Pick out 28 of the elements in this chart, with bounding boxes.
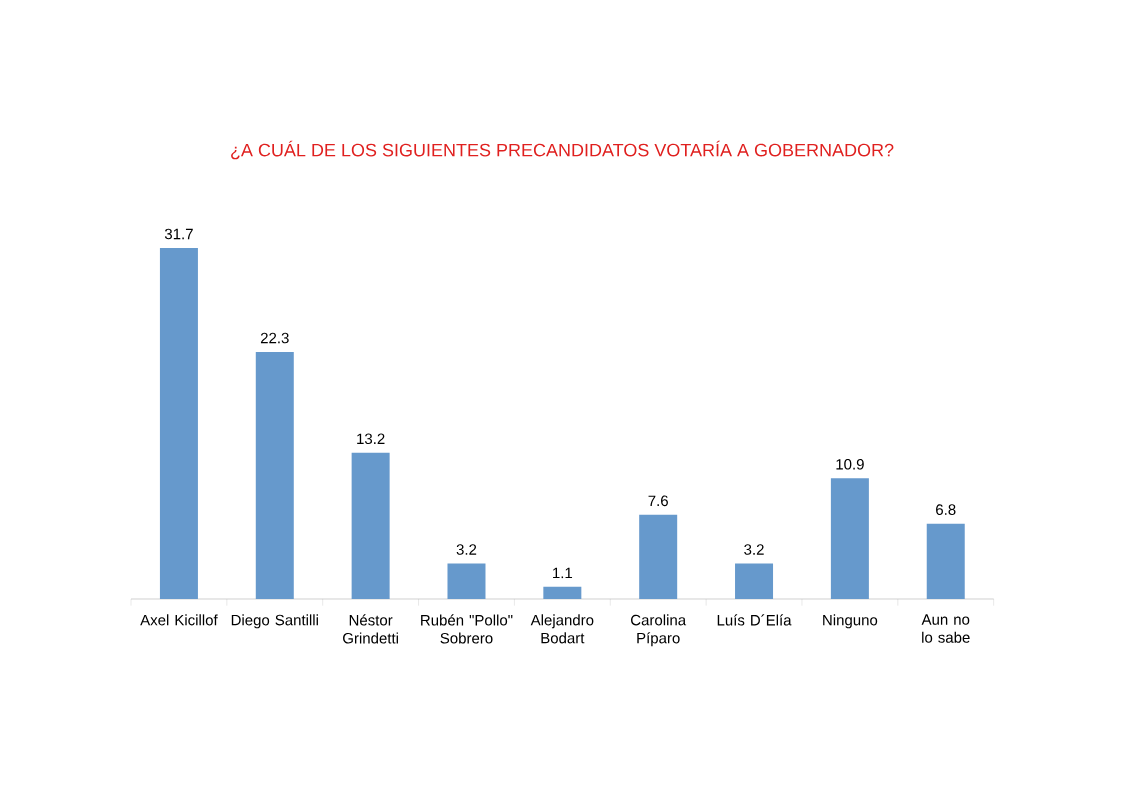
data-label: 10.9 [836,458,864,470]
data-label: 1.1 [553,567,573,579]
bar [830,478,869,599]
x-tick-label: Axel Kicillof [140,614,218,626]
data-label: 6.8 [936,504,956,515]
bar [351,452,390,599]
data-label: 7.6 [648,495,668,507]
x-tick-label: Carolina Píparo [631,614,687,647]
x-tick-label: Alejandro Bodart [530,614,594,644]
bar [735,563,774,599]
bar [447,563,486,599]
data-label: 22.3 [260,332,289,344]
bar [543,586,582,599]
x-tick-label: Diego Santilli [231,614,318,629]
bar [255,352,294,599]
x-tick-label: Néstor Grindetti [343,614,398,644]
x-tick-label: Rubén "Pollo" Sobrero [421,614,513,644]
bar [159,247,198,599]
bar [926,523,965,599]
data-label: 13.2 [357,433,385,445]
data-label: 3.2 [744,544,764,555]
bar [639,514,678,599]
x-tick-label: Aun no lo sabe [921,614,970,643]
chart-title: ¿A CUÁL DE LOS SIGUIENTES PRECANDIDATOS VOTARÍA A GOBERNADOR? [231,140,894,160]
x-tick-label: Luís D´Elía [717,614,792,626]
x-tick-label: Ninguno [823,614,878,629]
data-label: 3.2 [456,544,477,555]
data-label: 31.7 [164,228,193,240]
